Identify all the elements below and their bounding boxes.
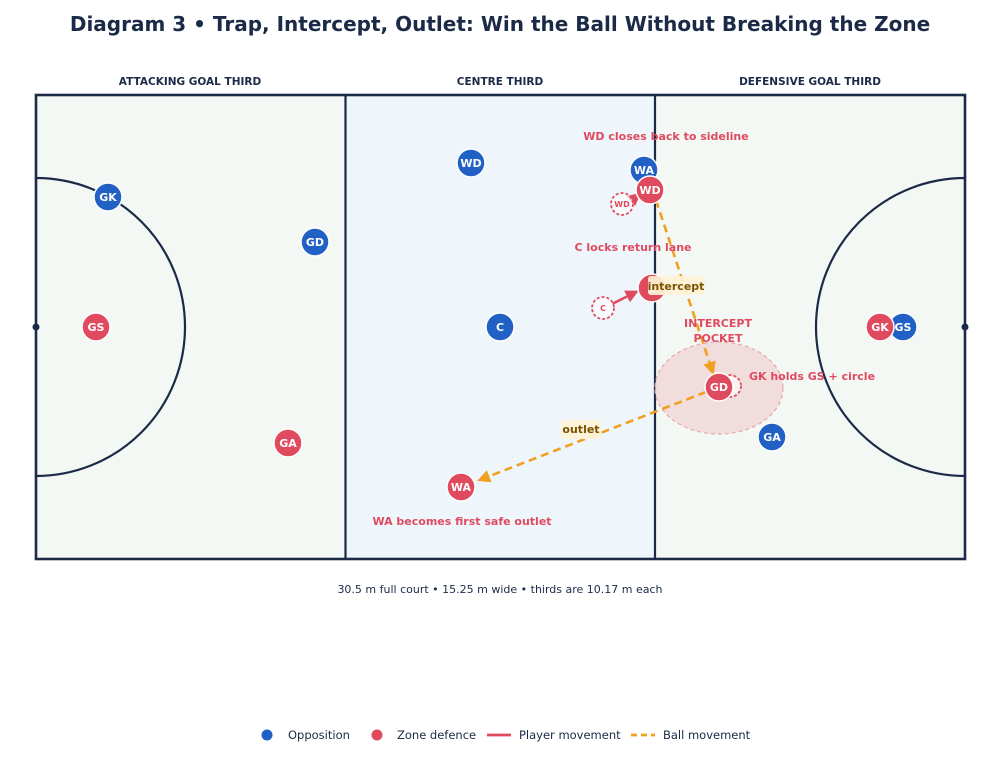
player-label: C	[496, 321, 504, 334]
ball-label-outlet-text: outlet	[562, 423, 599, 436]
annotation-wa: WA becomes first safe outlet	[372, 515, 551, 528]
player-label: GK	[871, 321, 889, 334]
defence-player-wa: WA	[446, 472, 476, 502]
player-label: WA	[634, 164, 655, 177]
court-dimensions-note: 30.5 m full court • 15.25 m wide • third…	[337, 583, 662, 596]
ghost-wd-previous: WD	[610, 192, 634, 216]
annotation-pocket-line2: POCKET	[693, 332, 743, 345]
player-label: GK	[99, 191, 117, 204]
left-goal-post	[32, 323, 40, 331]
opposition-player-gk: GK	[93, 182, 123, 212]
ball-label-intercept-text: intercept	[648, 280, 705, 293]
zone-label-attacking: ATTACKING GOAL THIRD	[119, 76, 262, 88]
zone-label-centre: CENTRE THIRD	[457, 76, 544, 88]
zone-label-defensive: DEFENSIVE GOAL THIRD	[739, 76, 881, 88]
player-label: WD	[460, 157, 481, 170]
ball-label-outlet: outlet	[561, 420, 601, 439]
defence-player-ga: GA	[273, 428, 303, 458]
ball-path-intercept	[654, 199, 716, 375]
annotation-pocket-line1: INTERCEPT	[684, 317, 752, 330]
defence-player-gs: GS	[81, 312, 111, 342]
ghost-label: WD	[614, 200, 630, 209]
defence-player-gd: GD	[704, 372, 734, 402]
player-label: GS	[895, 321, 912, 334]
player-label: WA	[451, 481, 472, 494]
player-label: GA	[279, 437, 297, 450]
player-label: GD	[710, 381, 728, 394]
opposition-player-wd: WD	[456, 148, 486, 178]
c-movement-arrow	[611, 290, 639, 306]
annotation-gk: GK holds GS + circle	[749, 370, 875, 383]
opposition-player-c: C	[485, 312, 515, 342]
player-label: GD	[306, 236, 324, 249]
legend-player-movement-label: Player movement	[519, 728, 621, 742]
diagram-title: Diagram 3 • Trap, Intercept, Outlet: Win…	[70, 12, 930, 36]
player-label: GA	[763, 431, 781, 444]
defence-player-gk: GK	[865, 312, 895, 342]
opposition-player-ga: GA	[757, 422, 787, 452]
ball-label-intercept: intercept	[648, 276, 705, 295]
legend-defence-marker	[371, 729, 383, 741]
legend-opposition-label: Opposition	[288, 728, 350, 742]
annotation-c: C locks return lane	[575, 241, 692, 254]
defence-player-wd: WD	[635, 175, 665, 205]
legend: Opposition Zone defence Player movement …	[261, 728, 751, 742]
legend-defence-label: Zone defence	[397, 728, 476, 742]
player-label: WD	[639, 184, 660, 197]
right-goal-circle	[814, 176, 966, 478]
ghost-c-previous: C	[591, 296, 615, 320]
player-label: GS	[88, 321, 105, 334]
ghost-label: C	[600, 304, 606, 313]
right-goal-post	[961, 323, 969, 331]
legend-opposition-marker	[261, 729, 273, 741]
annotation-wd: WD closes back to sideline	[583, 130, 748, 143]
legend-ball-movement-label: Ball movement	[663, 728, 751, 742]
opposition-player-gd: GD	[300, 227, 330, 257]
